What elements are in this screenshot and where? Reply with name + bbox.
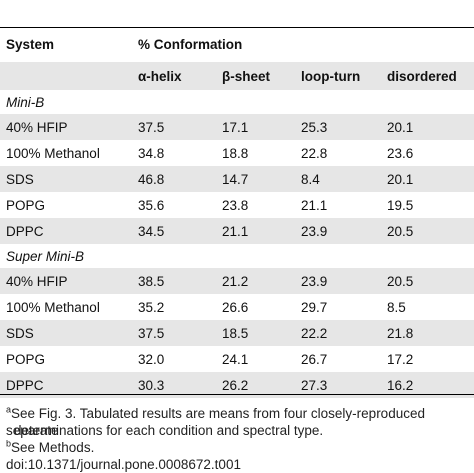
value-cell: 30.3 (138, 372, 222, 398)
value-cell: 23.6 (387, 140, 474, 166)
value-cell: 20.5 (387, 268, 474, 294)
value-cell: 21.2 (222, 268, 301, 294)
doi-line: doi:10.1371/journal.pone.0008672.t001 (6, 457, 241, 472)
conformation-table: α-helix β-sheet loop-turn disordered Mini-B 4… (0, 62, 474, 398)
subheader-row: α-helix β-sheet loop-turn disordered (0, 62, 474, 90)
value-cell: 20.5 (387, 218, 474, 244)
top-rule (0, 27, 474, 28)
table-row: 40% HFIP 37.5 17.1 25.3 20.1 (0, 114, 474, 140)
table-row: 100% Methanol 35.2 26.6 29.7 8.5 (0, 294, 474, 320)
value-cell: 20.1 (387, 114, 474, 140)
footnote-b-mark: b (6, 438, 12, 449)
value-cell: 26.7 (301, 346, 387, 372)
system-cell: POPG (0, 192, 138, 218)
value-cell: 21.8 (387, 320, 474, 346)
subheader-2: loop-turn (301, 62, 387, 90)
value-cell: 38.5 (138, 268, 222, 294)
value-cell: 29.7 (301, 294, 387, 320)
value-cell: 21.1 (301, 192, 387, 218)
footnote-a-text: See Fig. 3. Tabulated results are means … (6, 406, 425, 438)
value-cell: 14.7 (222, 166, 301, 192)
value-cell: 27.3 (301, 372, 387, 398)
value-cell: 35.6 (138, 192, 222, 218)
table-body: α-helix β-sheet loop-turn disordered Mini-B 4… (0, 62, 474, 398)
subheader-1: β-sheet (222, 62, 301, 90)
table-row: 100% Methanol 34.8 18.8 22.8 23.6 (0, 140, 474, 166)
value-cell: 18.5 (222, 320, 301, 346)
system-cell: SDS (0, 166, 138, 192)
footnote-b-text: See Methods. (11, 440, 95, 455)
value-cell: 23.9 (301, 218, 387, 244)
table-row: DPPC 34.5 21.1 23.9 20.5 (0, 218, 474, 244)
system-cell: 40% HFIP (0, 114, 138, 140)
group-heading-row: Mini-B (0, 90, 474, 114)
col-header-conformation: % Conformation (138, 37, 243, 52)
bottom-rule (0, 394, 474, 395)
value-cell: 46.8 (138, 166, 222, 192)
value-cell: 17.2 (387, 346, 474, 372)
footnote-a-text-cont: determinations for each condition and sp… (14, 423, 324, 438)
subheader-blank (0, 62, 138, 90)
table-row: POPG 35.6 23.8 21.1 19.5 (0, 192, 474, 218)
value-cell: 16.2 (387, 372, 474, 398)
value-cell: 37.5 (138, 114, 222, 140)
footnote-b: bSee Methods. (6, 439, 94, 456)
group-heading: Mini-B (0, 90, 474, 114)
value-cell: 25.3 (301, 114, 387, 140)
group-heading: Super Mini-B (0, 244, 474, 268)
value-cell: 22.8 (301, 140, 387, 166)
system-cell: 100% Methanol (0, 294, 138, 320)
value-cell: 18.8 (222, 140, 301, 166)
value-cell: 34.5 (138, 218, 222, 244)
system-cell: DPPC (0, 218, 138, 244)
system-cell: DPPC (0, 372, 138, 398)
system-cell: 40% HFIP (0, 268, 138, 294)
value-cell: 24.1 (222, 346, 301, 372)
subheader-0: α-helix (138, 62, 222, 90)
table-row: 40% HFIP 38.5 21.2 23.9 20.5 (0, 268, 474, 294)
system-cell: 100% Methanol (0, 140, 138, 166)
subheader-3: disordered (387, 62, 474, 90)
value-cell: 34.8 (138, 140, 222, 166)
footnote-a-mark: a (6, 404, 12, 415)
value-cell: 20.1 (387, 166, 474, 192)
value-cell: 35.2 (138, 294, 222, 320)
system-cell: SDS (0, 320, 138, 346)
value-cell: 23.9 (301, 268, 387, 294)
group-heading-row: Super Mini-B (0, 244, 474, 268)
table-row: SDS 46.8 14.7 8.4 20.1 (0, 166, 474, 192)
table-row: POPG 32.0 24.1 26.7 17.2 (0, 346, 474, 372)
value-cell: 23.8 (222, 192, 301, 218)
value-cell: 37.5 (138, 320, 222, 346)
value-cell: 19.5 (387, 192, 474, 218)
table-row: SDS 37.5 18.5 22.2 21.8 (0, 320, 474, 346)
value-cell: 32.0 (138, 346, 222, 372)
value-cell: 26.6 (222, 294, 301, 320)
footnote-a: aSee Fig. 3. Tabulated results are means… (6, 405, 474, 439)
value-cell: 8.4 (301, 166, 387, 192)
col-header-system: System (6, 37, 55, 52)
table-row: DPPC 30.3 26.2 27.3 16.2 (0, 372, 474, 398)
value-cell: 8.5 (387, 294, 474, 320)
footnote-a-cont: determinations for each condition and sp… (14, 422, 323, 439)
value-cell: 26.2 (222, 372, 301, 398)
value-cell: 21.1 (222, 218, 301, 244)
system-cell: POPG (0, 346, 138, 372)
value-cell: 22.2 (301, 320, 387, 346)
value-cell: 17.1 (222, 114, 301, 140)
